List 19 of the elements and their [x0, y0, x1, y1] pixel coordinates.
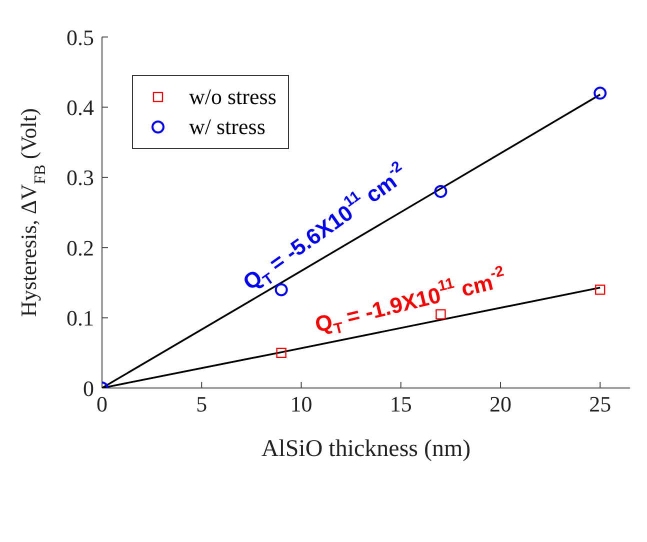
x-tick-label: 5	[196, 392, 208, 417]
x-tick-label: 25	[589, 392, 612, 417]
point	[595, 284, 606, 295]
point	[276, 348, 286, 358]
x-axis-title: AlSiO thickness (nm)	[261, 436, 471, 462]
y-tick-label: 0.3	[66, 165, 94, 190]
x-tick-label: 15	[390, 392, 412, 417]
legend-label: w/o stress	[189, 84, 276, 110]
x-tick-label: 20	[489, 392, 512, 417]
y-tick-label: 0.5	[66, 24, 94, 50]
y-tick-label: 0.1	[66, 306, 94, 331]
point	[274, 283, 288, 296]
point	[434, 184, 448, 198]
x-tick-label: 10	[290, 392, 312, 417]
y-tick-label: 0	[83, 376, 94, 401]
y-tick-label: 0.2	[66, 235, 94, 260]
y-tick-label: 0.4	[66, 95, 94, 120]
legend-label: w/ stress	[189, 114, 266, 140]
point	[594, 86, 607, 100]
